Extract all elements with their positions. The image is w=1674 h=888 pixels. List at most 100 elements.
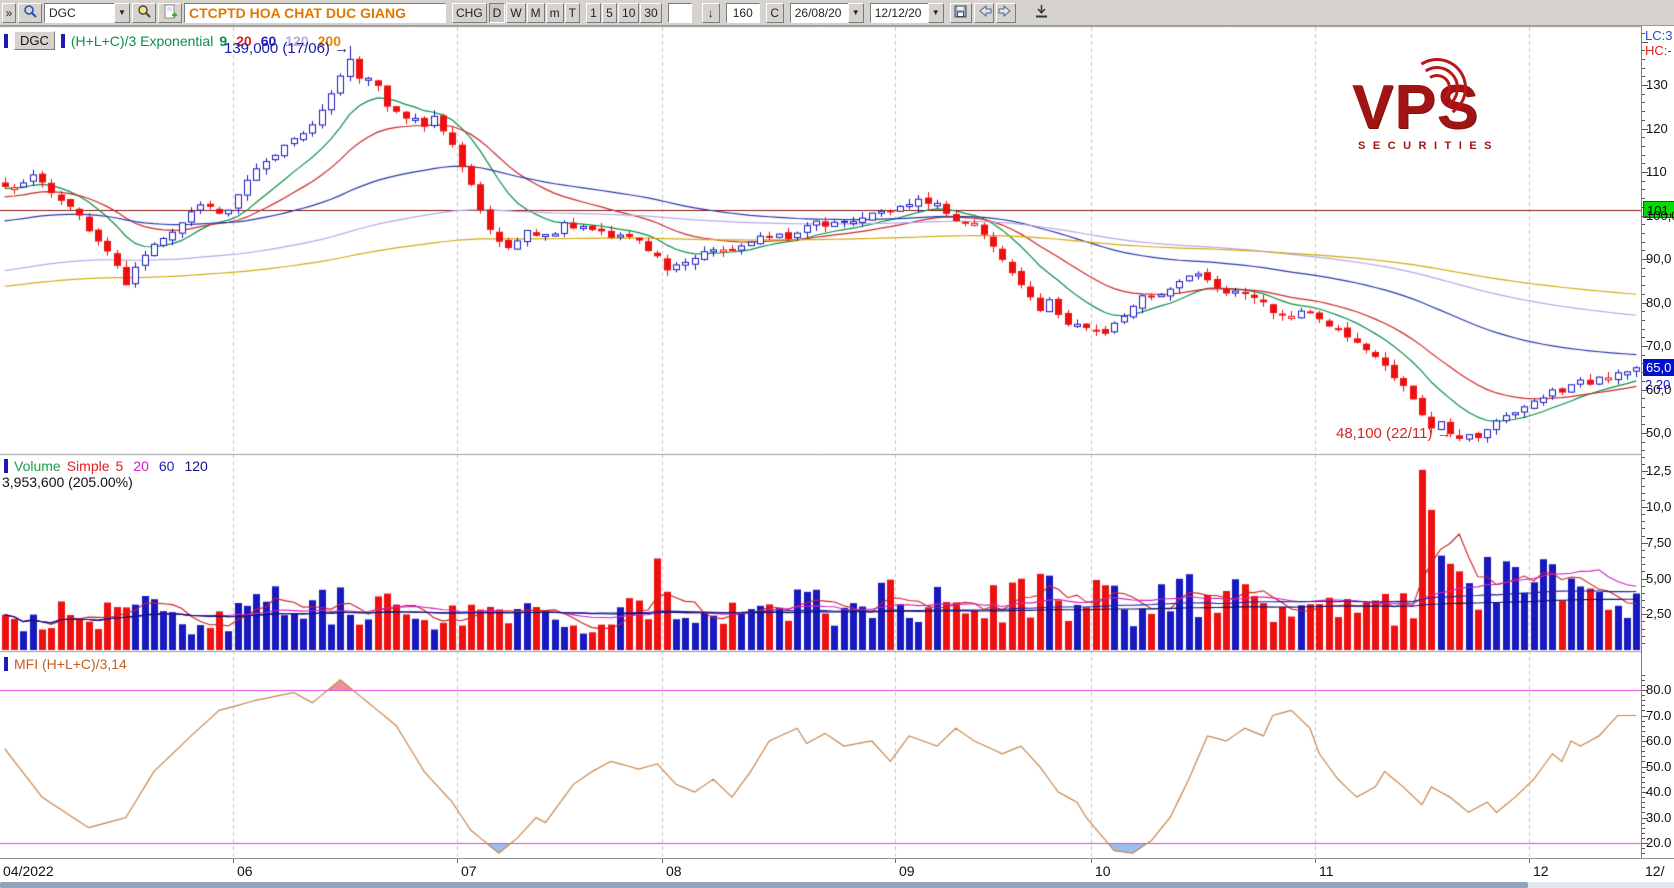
price-axis-gutter[interactable]: LC:3 HC:- 101, 65,0 2,20 130 120 110 100,0 9… bbox=[1641, 26, 1674, 858]
volume-legend-type: Simple bbox=[66, 458, 110, 474]
axis-tick bbox=[1642, 761, 1645, 762]
x-axis-corner-label: 12/ bbox=[1645, 863, 1665, 879]
legend-period-20: 20 bbox=[133, 458, 149, 474]
axis-tick bbox=[1642, 76, 1645, 77]
vps-logo-subtext: SECURITIES bbox=[1358, 140, 1500, 152]
period-button-M[interactable]: M bbox=[526, 2, 545, 23]
mfi-legend: MFI (H+L+C)/3,14 bbox=[4, 656, 127, 672]
company-name-field[interactable]: CTCPTD HOA CHAT DUC GIANG bbox=[184, 2, 446, 23]
axis-tick bbox=[1642, 828, 1645, 829]
axis-tick bbox=[1642, 137, 1645, 138]
axis-tick bbox=[1642, 172, 1648, 173]
export-button[interactable] bbox=[1032, 3, 1052, 23]
interval-button-5[interactable]: 5 bbox=[602, 2, 618, 23]
symbol-dropdown-button[interactable]: ▼ bbox=[114, 2, 130, 23]
x-axis[interactable]: 04/2022 12/ 06 07 08 09 10 11 12 bbox=[0, 858, 1674, 883]
compress-button[interactable]: C bbox=[765, 2, 784, 23]
chevron-down-icon: ▼ bbox=[851, 8, 860, 17]
legend-period-60: 60 bbox=[158, 458, 175, 474]
mfi-legend-label: MFI (H+L+C)/3,14 bbox=[14, 656, 127, 672]
x-axis-label: 09 bbox=[899, 863, 915, 879]
axis-tick bbox=[1642, 853, 1645, 854]
axis-tick bbox=[1642, 68, 1645, 69]
period-button-D[interactable]: D bbox=[488, 2, 506, 23]
chg-button[interactable]: CHG bbox=[452, 2, 487, 23]
date-to-combobox[interactable]: 12/12/20 ▼ bbox=[869, 2, 944, 23]
x-axis-label: 11 bbox=[1319, 863, 1334, 879]
date-to-dropdown-button[interactable]: ▼ bbox=[927, 2, 944, 23]
blank-box[interactable] bbox=[667, 2, 692, 23]
axis-tick bbox=[1642, 94, 1645, 95]
chevron-down-icon: ▼ bbox=[931, 8, 940, 17]
axis-tick bbox=[1642, 571, 1645, 572]
forward-button[interactable] bbox=[995, 2, 1016, 23]
axis-label: 80,0 bbox=[1646, 295, 1672, 310]
axis-tick bbox=[1642, 129, 1648, 130]
date-to-value[interactable]: 12/12/20 bbox=[869, 2, 928, 23]
axis-tick bbox=[1642, 390, 1648, 391]
axis-tick bbox=[1642, 802, 1645, 803]
axis-label: 50.0 bbox=[1646, 759, 1672, 774]
save-button[interactable] bbox=[949, 2, 972, 23]
axis-tick bbox=[1642, 111, 1645, 112]
reference-price-box: 101, bbox=[1643, 201, 1674, 218]
legend-indicator: (H+L+C)/3 Exponential bbox=[70, 32, 214, 49]
axis-tick bbox=[1642, 59, 1645, 60]
symbol-combobox[interactable]: DGC ▼ bbox=[44, 2, 130, 23]
chart-scrollbar[interactable] bbox=[0, 882, 1674, 888]
new-chart-button[interactable] bbox=[158, 2, 182, 23]
axis-label: 5,00 bbox=[1646, 571, 1672, 586]
interval-button-10[interactable]: 10 bbox=[618, 2, 640, 23]
period-button-T[interactable]: T bbox=[564, 2, 581, 23]
date-from-combobox[interactable]: 26/08/20 ▼ bbox=[789, 2, 864, 23]
axis-tick bbox=[1642, 564, 1645, 565]
scrollbar-thumb[interactable] bbox=[0, 882, 1528, 888]
axis-tick bbox=[1642, 782, 1645, 783]
axis-tick bbox=[1642, 536, 1645, 537]
bars-count-input[interactable]: 160 bbox=[725, 2, 760, 23]
legend-marker bbox=[60, 33, 65, 48]
date-from-value[interactable]: 26/08/20 bbox=[789, 2, 848, 23]
legend-period-20: 20 bbox=[236, 32, 252, 49]
axis-tick bbox=[1642, 33, 1645, 34]
axis-tick bbox=[1642, 843, 1648, 844]
axis-tick bbox=[1642, 155, 1645, 156]
panel-collapse-button[interactable]: » bbox=[2, 2, 16, 23]
axis-tick bbox=[1642, 250, 1645, 251]
axis-tick bbox=[1642, 746, 1645, 747]
axis-tick bbox=[1642, 146, 1645, 147]
axis-tick bbox=[1642, 42, 1648, 43]
axis-tick bbox=[1642, 726, 1645, 727]
back-button[interactable] bbox=[973, 2, 994, 23]
axis-tick bbox=[1642, 268, 1645, 269]
interval-button-30[interactable]: 30 bbox=[640, 2, 662, 23]
axis-label: 120 bbox=[1646, 121, 1668, 136]
axis-tick bbox=[1642, 181, 1645, 182]
axis-tick bbox=[1642, 823, 1645, 824]
search-button[interactable] bbox=[18, 2, 42, 23]
axis-tick bbox=[1642, 311, 1645, 312]
interval-button-1[interactable]: 1 bbox=[586, 2, 602, 23]
axis-label: 130 bbox=[1646, 77, 1668, 92]
symbol-input[interactable]: DGC bbox=[44, 2, 114, 23]
x-axis-label: 07 bbox=[461, 863, 477, 879]
vps-logo: VPS SECURITIES bbox=[1352, 52, 1552, 178]
period-button-m[interactable]: m bbox=[545, 2, 564, 23]
axis-tick bbox=[1642, 416, 1645, 417]
axis-tick bbox=[1642, 607, 1645, 608]
legend-marker bbox=[4, 33, 8, 48]
chart-canvas[interactable] bbox=[0, 26, 1641, 858]
axis-tick bbox=[1642, 450, 1645, 451]
axis-label: 80.0 bbox=[1646, 682, 1672, 697]
zoom-search-button[interactable] bbox=[132, 2, 156, 23]
scroll-down-button[interactable]: ↓ bbox=[701, 2, 720, 23]
date-from-dropdown-button[interactable]: ▼ bbox=[847, 2, 864, 23]
legend-period-200: 200 bbox=[317, 32, 341, 49]
axis-tick bbox=[1642, 242, 1645, 243]
x-axis-label: 04/2022 bbox=[3, 863, 54, 879]
axis-label: 60,0 bbox=[1646, 382, 1672, 397]
x-axis-label: 12 bbox=[1533, 863, 1549, 879]
legend-periods: 5 20 60 120 bbox=[116, 458, 208, 474]
period-button-W[interactable]: W bbox=[506, 2, 526, 23]
legend-symbol[interactable]: DGC bbox=[14, 31, 55, 50]
